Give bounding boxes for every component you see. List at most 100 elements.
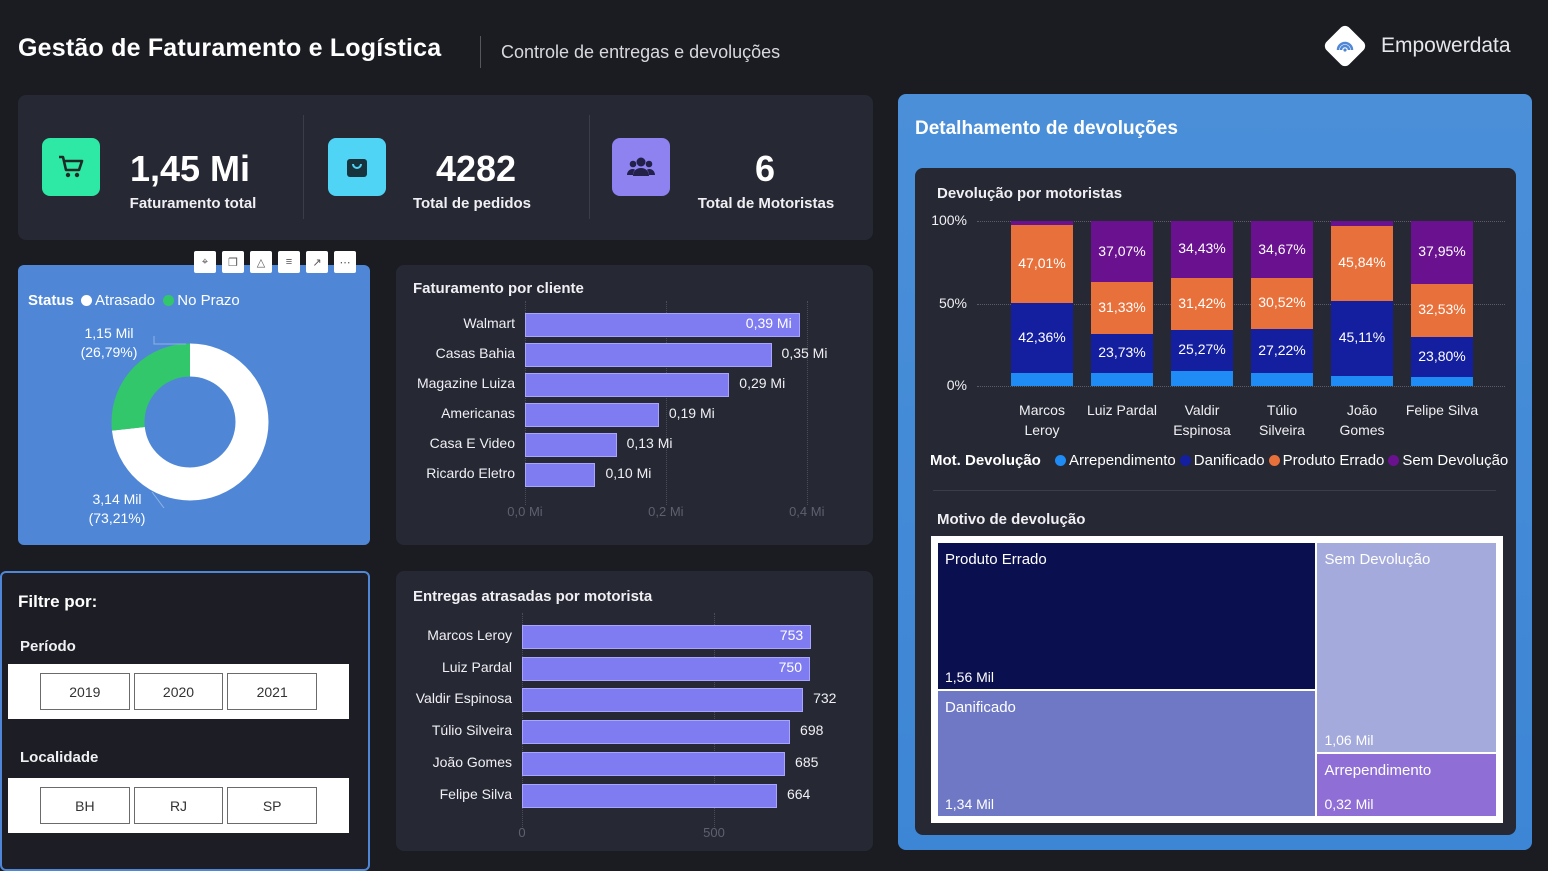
focus-mode-icon[interactable]: ↗ [306, 251, 328, 273]
stacked-legend: Mot. Devolução Arrependimento Danificado P… [930, 452, 1508, 469]
kpi-panel [18, 95, 873, 240]
period-option-2021[interactable]: 2021 [227, 673, 318, 710]
bar[interactable] [525, 313, 800, 337]
data-label: 0,35 Mi [781, 345, 828, 361]
bar[interactable] [522, 720, 791, 745]
treemap-cell[interactable]: Produto Errado 1,56 Mil [938, 543, 1316, 689]
period-option-2020[interactable]: 2020 [133, 673, 224, 710]
category-label: Casa E Video [429, 435, 515, 451]
bar[interactable] [522, 625, 812, 649]
stacked-segment[interactable] [1011, 221, 1073, 226]
copy-icon[interactable]: ❐ [222, 251, 244, 273]
pin-icon[interactable]: ⌖ [194, 251, 216, 273]
stacked-segment[interactable] [1091, 221, 1153, 283]
page-title: Gestão de Faturamento e Logística [18, 34, 442, 62]
stacked-segment[interactable] [1091, 372, 1153, 386]
brand-logo-icon [1322, 23, 1368, 69]
segment-label: 34,43% [1178, 240, 1226, 257]
stacked-segment[interactable] [1251, 221, 1313, 279]
stacked-segment[interactable] [1011, 302, 1073, 373]
treemap-cell[interactable]: Arrependimento 0,32 Mil [1317, 754, 1496, 816]
location-option-bh[interactable]: BH [40, 787, 130, 824]
delays-chart-title: Entregas atrasadas por motorista [413, 588, 653, 605]
stacked-segment[interactable] [1331, 221, 1393, 226]
donut-legend-title: Status [28, 292, 74, 309]
bar[interactable] [522, 688, 804, 713]
stacked-segment[interactable] [1171, 371, 1233, 386]
segment-label: 32,53% [1418, 301, 1466, 318]
bar[interactable] [522, 656, 810, 681]
bar[interactable] [525, 403, 659, 427]
stacked-segment[interactable] [1171, 329, 1233, 372]
kpi-value-orders: 4282 [435, 148, 517, 189]
bar[interactable] [525, 433, 617, 457]
kpi-divider [589, 115, 590, 219]
bar[interactable] [525, 373, 730, 397]
stacked-segment[interactable] [1251, 278, 1313, 329]
stacked-legend-title: Mot. Devolução [930, 452, 1041, 469]
users-icon [612, 138, 670, 196]
stacked-segment[interactable] [1331, 301, 1393, 376]
stacked-segment[interactable] [1171, 221, 1233, 278]
segment-label: 34,67% [1258, 240, 1306, 257]
stacked-segment[interactable] [1251, 373, 1313, 386]
more-options-icon[interactable]: ⋯ [334, 251, 356, 273]
legend-item-no-prazo[interactable]: No Prazo [177, 292, 240, 309]
period-label: Período [20, 638, 76, 655]
stacked-segment[interactable] [1411, 337, 1473, 377]
bar[interactable] [522, 751, 786, 776]
location-option-rj[interactable]: RJ [133, 787, 224, 824]
stacked-segment[interactable] [1411, 283, 1473, 338]
stacked-segment[interactable] [1011, 225, 1073, 303]
stacked-chart-plot[interactable]: 0% 50% 100% 42,36% 47,01% Marcos Leroy 23,73% 31… [915, 168, 1516, 498]
segment-label: 45,11% [1338, 329, 1386, 346]
location-option-sp[interactable]: SP [227, 787, 318, 824]
category-label: Felipe Silva [439, 785, 512, 802]
legend-item[interactable]: Arrependimento [1069, 452, 1176, 469]
treemap-label: Arrependimento [1324, 762, 1432, 780]
category-label: Gomes [1339, 422, 1385, 438]
bell-icon[interactable]: △ [250, 251, 272, 273]
legend-item[interactable]: Danificado [1193, 452, 1265, 469]
legend-item[interactable]: Produto Errado [1282, 452, 1385, 469]
stacked-segment[interactable] [1411, 221, 1473, 284]
stacked-segment[interactable] [1331, 225, 1393, 302]
kpi-value-drivers: 6 [754, 148, 776, 189]
segment-label: 25,27% [1178, 341, 1226, 358]
segment-label: 37,95% [1418, 243, 1466, 260]
brand-name: Empowerdata [1381, 34, 1511, 57]
billing-chart-plot: 0,0 Mi 0,2 Mi 0,4 Mi Walmart 0,39 Mi Casas Ba… [396, 265, 873, 545]
category-label: Felipe Silva [1405, 402, 1479, 418]
stacked-segment[interactable] [1331, 375, 1393, 386]
category-label: Americanas [441, 405, 515, 421]
data-label: 753 [779, 627, 804, 643]
stacked-segment[interactable] [1251, 328, 1313, 374]
period-option-2019[interactable]: 2019 [40, 673, 130, 710]
bar[interactable] [525, 343, 772, 367]
treemap-chart[interactable]: Produto Errado 1,56 Mil Danificado 1,34 Mil… [931, 536, 1503, 823]
category-label: Walmart [463, 315, 515, 331]
bar[interactable] [522, 783, 777, 808]
grid-line [977, 221, 1505, 222]
bar[interactable] [525, 463, 596, 487]
kpi-label-billing: Faturamento total [129, 195, 257, 212]
data-label: 750 [778, 658, 802, 675]
legend-dot-atrasado [81, 295, 93, 306]
stacked-segment[interactable] [1171, 277, 1233, 330]
stacked-segment[interactable] [1091, 333, 1153, 373]
stacked-segment[interactable] [1411, 376, 1473, 386]
category-label: Silveira [1259, 422, 1305, 438]
x-tick-label: 0,0 Mi [507, 504, 543, 519]
category-label: João [1346, 402, 1378, 418]
treemap-cell[interactable]: Danificado 1,34 Mil [938, 690, 1316, 816]
stacked-segment[interactable] [1091, 282, 1153, 334]
donut-slice-no-prazo[interactable] [111, 343, 269, 501]
treemap-cell[interactable]: Sem Devolução 1,06 Mil [1317, 543, 1496, 753]
grid-line [806, 301, 808, 505]
category-label: Ricardo Eletro [426, 465, 515, 481]
stacked-segment[interactable] [1011, 372, 1073, 386]
legend-item[interactable]: Sem Devolução [1402, 452, 1509, 469]
filter-icon[interactable]: ≡ [278, 251, 300, 273]
status-donut-chart[interactable] [104, 336, 276, 508]
legend-item-atrasado[interactable]: Atrasado [95, 292, 156, 309]
